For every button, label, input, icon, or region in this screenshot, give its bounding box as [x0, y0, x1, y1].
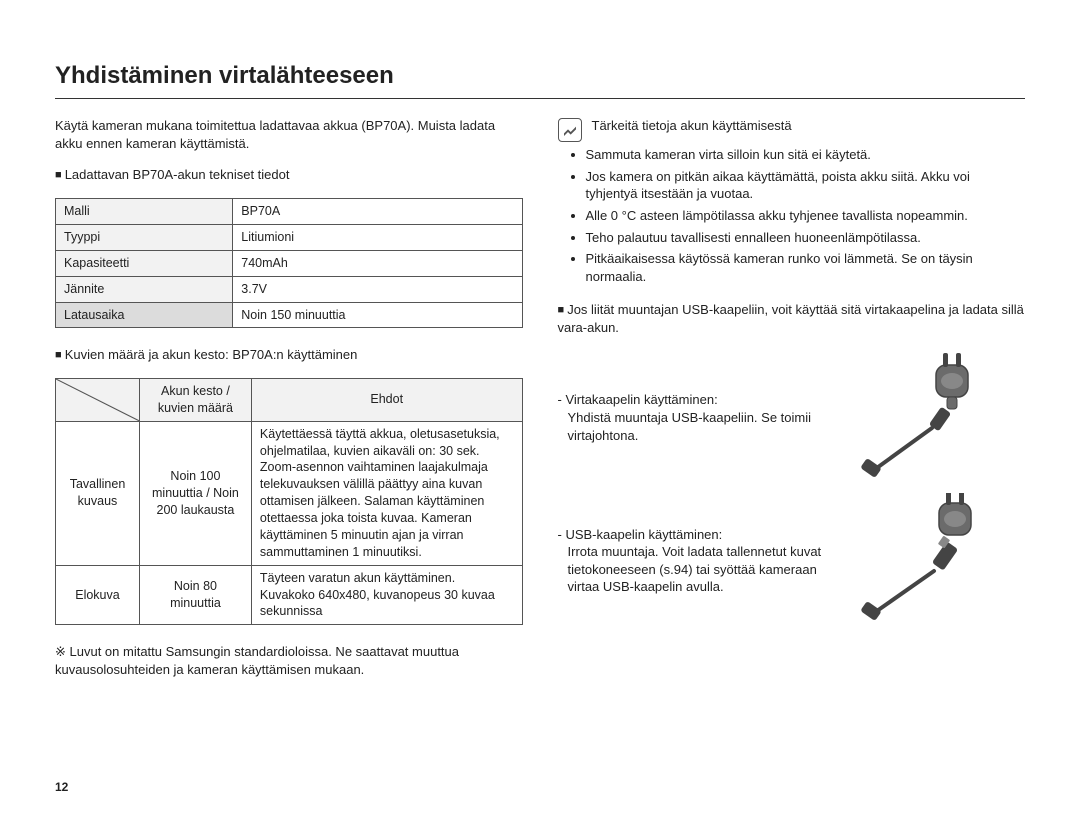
perf-header-conditions: Ehdot [251, 378, 522, 421]
perf-header-diag [56, 378, 140, 421]
spec-value: BP70A [233, 199, 522, 225]
footnote: ※ Luvut on mitattu Samsungin standardiol… [55, 643, 523, 678]
adapter-heading: Jos liität muuntajan USB-kaapeliin, voit… [558, 301, 1026, 336]
battery-note-item: Alle 0 °C asteen lämpötilassa akku tyhje… [586, 207, 1026, 225]
battery-notes-list: Sammuta kameran virta silloin kun sitä e… [586, 146, 1026, 285]
left-column: Käytä kameran mukana toimitettua ladatta… [55, 117, 523, 692]
performance-heading: Kuvien määrä ja akun kesto: BP70A:n käyt… [55, 346, 523, 364]
spec-value: 3.7V [233, 276, 522, 302]
spec-label: Jännite [56, 276, 233, 302]
battery-note-item: Sammuta kameran virta silloin kun sitä e… [586, 146, 1026, 164]
perf-cell: Täyteen varatun akun käyttäminen. Kuvako… [251, 565, 522, 625]
cable1-desc: Yhdistä muuntaja USB-kaapeliin. Se toimi… [558, 409, 838, 444]
performance-table: Akun kesto / kuvien määräEhdot Tavallinen… [55, 378, 523, 625]
spec-label: Malli [56, 199, 233, 225]
perf-cell: Tavallinen kuvaus [56, 421, 140, 565]
cable2-desc: Irrota muuntaja. Voit ladata tallennetut… [558, 543, 838, 596]
perf-cell: Käytettäessä täyttä akkua, oletusasetuks… [251, 421, 522, 565]
page-number: 12 [55, 779, 68, 795]
perf-cell: Noin 100 minuuttia / Noin 200 laukausta [139, 421, 251, 565]
spec-label: Kapasiteetti [56, 250, 233, 276]
spec-value: 740mAh [233, 250, 522, 276]
cable2-label: - USB-kaapelin käyttäminen: [558, 526, 838, 544]
specs-heading: Ladattavan BP70A-akun tekniset tiedot [55, 166, 523, 184]
battery-note-item: Teho palautuu tavallisesti ennalleen huo… [586, 229, 1026, 247]
note-title: Tärkeitä tietoja akun käyttämisestä [592, 117, 792, 135]
perf-cell: Noin 80 minuuttia [139, 565, 251, 625]
spec-label: Latausaika [56, 302, 233, 328]
perf-header-duration: Akun kesto / kuvien määrä [139, 378, 251, 421]
cable-row-usb: - USB-kaapelin käyttäminen: Irrota muunt… [558, 493, 1026, 628]
spec-value: Noin 150 minuuttia [233, 302, 522, 328]
spec-label: Tyyppi [56, 224, 233, 250]
perf-cell: Elokuva [56, 565, 140, 625]
battery-note-item: Pitkäaikaisessa käytössä kameran runko v… [586, 250, 1026, 285]
specs-table: MalliBP70ATyyppiLitiumioniKapasiteetti74… [55, 198, 523, 328]
title-rule [55, 98, 1025, 99]
cable1-label: - Virtakaapelin käyttäminen: [558, 391, 838, 409]
power-cable-icon [852, 350, 1002, 485]
intro-text: Käytä kameran mukana toimitettua ladatta… [55, 117, 523, 152]
right-column: Tärkeitä tietoja akun käyttämisestä Samm… [558, 117, 1026, 692]
spec-value: Litiumioni [233, 224, 522, 250]
page-title: Yhdistäminen virtalähteeseen [55, 60, 1025, 92]
cable-row-power: - Virtakaapelin käyttäminen: Yhdistä muu… [558, 350, 1026, 485]
battery-note-item: Jos kamera on pitkän aikaa käyttämättä, … [586, 168, 1026, 203]
usb-cable-icon [852, 493, 1002, 628]
note-icon [558, 118, 582, 142]
